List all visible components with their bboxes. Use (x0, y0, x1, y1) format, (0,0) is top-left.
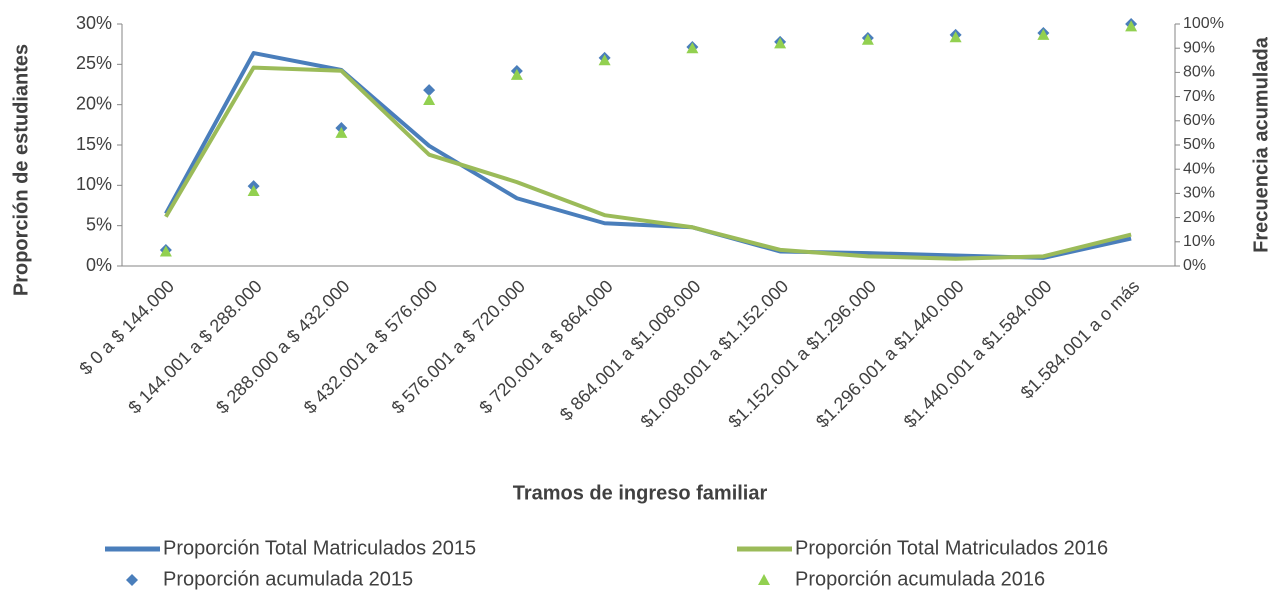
x-tick-label: $ 0 a $ 144.000 (75, 276, 178, 379)
y2-tick-label: 20% (1183, 209, 1215, 226)
legend-label: Proporción acumulada 2016 (795, 568, 1045, 590)
y2-tick-label: 90% (1183, 39, 1215, 56)
triangle-marker (861, 33, 874, 45)
series-line (164, 65, 1132, 261)
y-tick-label: 5% (86, 214, 112, 234)
y2-tick-label: 100% (1183, 15, 1224, 32)
triangle-marker (247, 184, 260, 196)
legend-label: Proporción acumulada 2015 (163, 568, 413, 590)
triangle-marker (159, 245, 172, 257)
triangle-marker (758, 574, 770, 585)
x-tick-label: $1.152.001 a $1.296.000 (724, 276, 880, 432)
triangle-marker (686, 42, 699, 54)
x-tick-label: $1.296.001 a $1.440.000 (812, 276, 968, 432)
y-axis-title: Proporción de estudiantes (10, 44, 32, 296)
triangle-marker (774, 37, 787, 49)
x-tick-label: $1.440.001 a $1.584.000 (900, 276, 1056, 432)
diamond-marker (126, 574, 138, 586)
y2-tick-label: 0% (1183, 257, 1206, 274)
triangle-marker (423, 93, 436, 105)
diamond-marker (423, 84, 436, 97)
y2-tick-label: 60% (1183, 112, 1215, 129)
triangle-marker (598, 54, 611, 66)
y2-tick-label: 30% (1183, 185, 1215, 202)
y-tick-label: 0% (86, 255, 112, 275)
triangle-marker (510, 68, 523, 80)
y2-tick-label: 10% (1183, 233, 1215, 250)
series-line (164, 51, 1132, 260)
y2-tick-label: 40% (1183, 160, 1215, 177)
triangle-marker (1125, 20, 1138, 32)
x-axis-title: Tramos de ingreso familiar (513, 482, 768, 504)
y-tick-label: 20% (76, 93, 112, 113)
y-tick-label: 15% (76, 134, 112, 154)
y2-tick-label: 70% (1183, 88, 1215, 105)
triangle-marker (949, 31, 962, 43)
triangle-marker (1037, 28, 1050, 40)
x-tick-label: $ 864.001 a $1.008.000 (556, 276, 705, 425)
legend-label: Proporción Total Matriculados 2016 (795, 537, 1108, 559)
triangle-marker (335, 126, 348, 138)
y-tick-label: 30% (76, 13, 112, 33)
y2-tick-label: 50% (1183, 136, 1215, 153)
y-tick-label: 25% (76, 53, 112, 73)
y2-tick-label: 80% (1183, 64, 1215, 81)
legend-label: Proporción Total Matriculados 2015 (163, 537, 476, 559)
x-tick-label: $1.008.001 a $1.152.000 (637, 276, 793, 432)
y2-axis-title: Frecuencia acumulada (1250, 36, 1272, 253)
y-tick-label: 10% (76, 174, 112, 194)
